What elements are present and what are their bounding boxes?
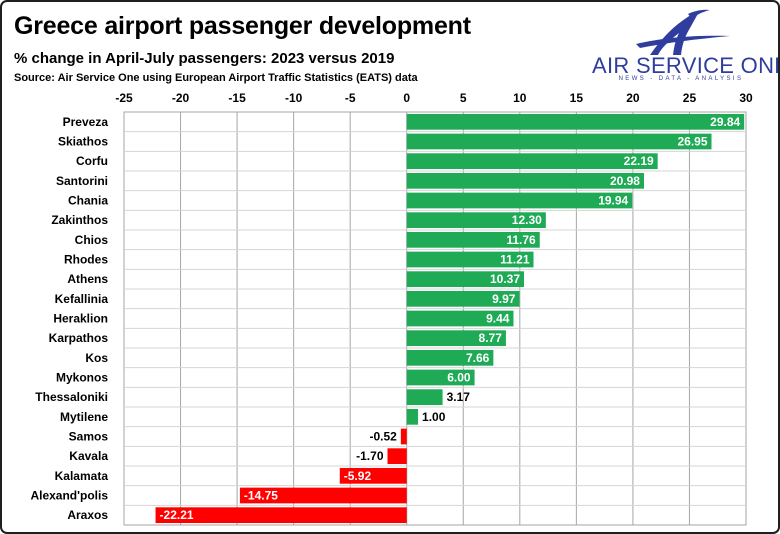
data-label: -5.92 [344, 469, 372, 483]
chart-title: Greece airport passenger development [14, 12, 471, 40]
bar [406, 271, 525, 288]
bar [406, 369, 475, 386]
category-label: Kos [85, 351, 108, 365]
x-tick-label: -15 [228, 91, 246, 105]
category-label: Rhodes [64, 253, 108, 267]
category-label: Araxos [67, 508, 108, 522]
bar [406, 290, 520, 307]
x-tick-label: 20 [626, 91, 640, 105]
bar [406, 172, 644, 189]
x-tick-label: -5 [345, 91, 356, 105]
bar [406, 349, 494, 366]
stylized-a-plane-icon [636, 9, 730, 55]
category-label: Preveza [63, 115, 109, 129]
category-label: Thessaloniki [35, 390, 108, 404]
data-label: 10.37 [490, 272, 520, 286]
air-service-one-logo: AIR SERVICE ONE NEWS - DATA - ANALYSIS [592, 8, 780, 84]
data-label: 19.94 [598, 194, 628, 208]
source-note: Source: Air Service One using European A… [14, 72, 418, 84]
category-label: Mytilene [60, 410, 108, 424]
x-tick-label: 30 [739, 91, 753, 105]
bar [406, 330, 506, 347]
category-label: Mykonos [56, 371, 108, 385]
category-label: Chios [75, 233, 109, 247]
data-label: 12.30 [512, 213, 542, 227]
category-label: Chania [68, 194, 108, 208]
data-label: -1.70 [356, 449, 384, 463]
bar [400, 428, 407, 445]
category-label: Alexand'polis [30, 489, 108, 503]
x-tick-label: 15 [570, 91, 584, 105]
x-tick-label: 0 [403, 91, 410, 105]
bar [406, 212, 546, 229]
x-tick-label: 5 [460, 91, 467, 105]
bar [406, 192, 633, 209]
category-label: Kefallinia [55, 292, 109, 306]
data-label: 1.00 [422, 410, 446, 424]
data-label: 29.84 [710, 115, 740, 129]
category-label: Kalamata [55, 469, 109, 483]
category-label: Corfu [76, 154, 108, 168]
category-label: Santorini [56, 174, 108, 188]
bar [387, 448, 407, 465]
data-label: 20.98 [610, 174, 640, 188]
data-label: 11.21 [500, 253, 530, 267]
chart-subtitle: % change in April-July passengers: 2023 … [14, 50, 395, 67]
x-tick-label: -20 [172, 91, 190, 105]
bar [406, 133, 712, 150]
bar [239, 487, 407, 504]
data-label: 26.95 [677, 135, 707, 149]
x-tick-label: 10 [513, 91, 527, 105]
data-label: -0.52 [369, 430, 397, 444]
data-label: -22.21 [160, 508, 194, 522]
category-label: Athens [67, 272, 108, 286]
x-tick-label: 25 [683, 91, 697, 105]
data-label: 3.17 [447, 390, 471, 404]
category-label: Kavala [69, 449, 108, 463]
bar [406, 153, 658, 170]
bar [406, 408, 419, 425]
bar [406, 251, 534, 268]
bar [406, 389, 443, 406]
category-label: Skiathos [58, 135, 108, 149]
logo-name: AIR SERVICE ONE [592, 53, 780, 78]
data-label: 11.76 [506, 233, 536, 247]
category-label: Heraklion [53, 312, 108, 326]
data-label: 9.44 [486, 312, 510, 326]
bar [406, 231, 540, 248]
data-label: 8.77 [479, 331, 503, 345]
x-tick-label: -10 [285, 91, 303, 105]
bar [406, 113, 745, 130]
data-label: 7.66 [466, 351, 490, 365]
category-label: Samos [69, 430, 109, 444]
bar [406, 310, 514, 327]
x-tick-label: -25 [115, 91, 133, 105]
data-label: 9.97 [492, 292, 516, 306]
data-label: 22.19 [624, 154, 654, 168]
data-label: 6.00 [447, 371, 471, 385]
category-label: Karpathos [49, 331, 109, 345]
category-label: Zakinthos [51, 213, 108, 227]
logo-tagline: NEWS - DATA - ANALYSIS [618, 76, 744, 82]
bar [339, 467, 407, 484]
data-label: -14.75 [244, 489, 278, 503]
bar [155, 507, 407, 524]
